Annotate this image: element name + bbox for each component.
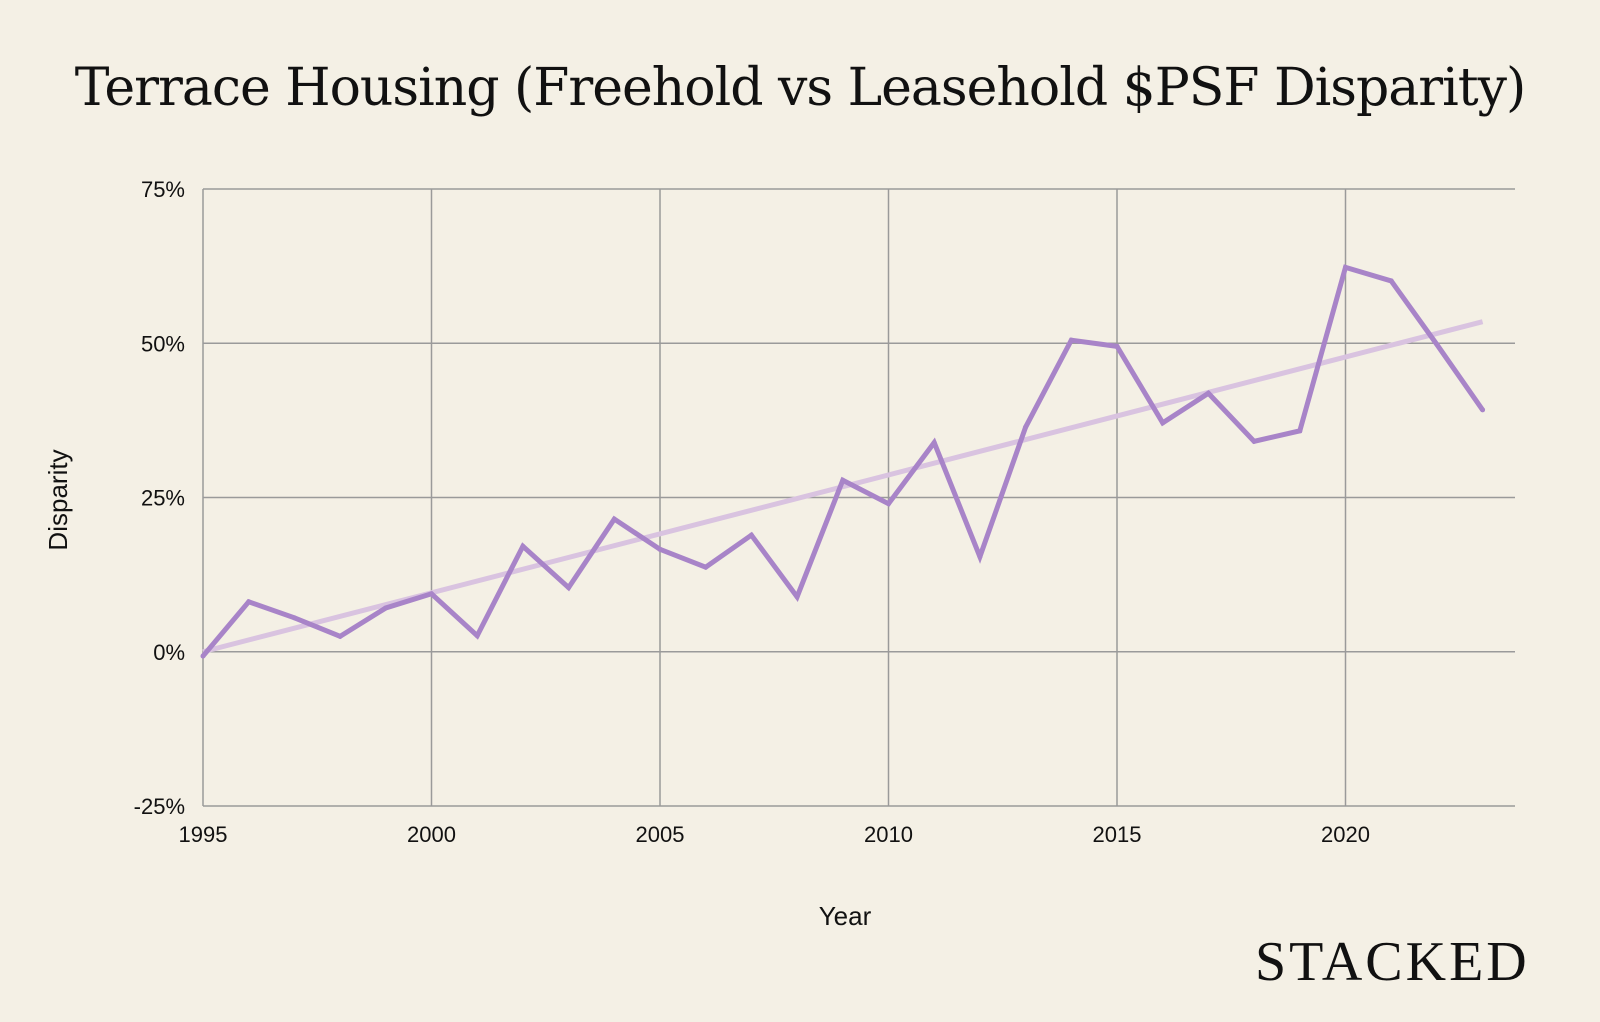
data-point — [703, 564, 709, 570]
data-point — [1434, 341, 1440, 347]
data-point — [566, 585, 572, 591]
data-point — [748, 532, 754, 538]
data-point — [794, 594, 800, 600]
data-point — [1297, 428, 1303, 434]
stacked-logo: STACKED — [1255, 931, 1530, 993]
data-point — [474, 633, 480, 639]
x-tick-label: 2020 — [1321, 822, 1370, 847]
data-point — [200, 653, 206, 659]
data-point — [1251, 438, 1257, 444]
x-axis-ticks: 1995 2000 2005 2010 2015 2020 — [179, 822, 1370, 847]
data-point — [429, 591, 434, 597]
x-tick-label: 1995 — [179, 822, 228, 847]
data-point — [1114, 343, 1120, 349]
data-point — [520, 543, 526, 549]
x-tick-label: 2000 — [407, 822, 456, 847]
data-points — [200, 264, 1486, 659]
x-tick-label: 2005 — [636, 822, 685, 847]
x-axis-label: Year — [819, 901, 872, 931]
data-point — [977, 554, 983, 560]
data-point — [246, 599, 252, 605]
y-tick-label: 0% — [153, 640, 185, 665]
y-axis-label: Disparity — [43, 449, 73, 550]
data-point — [1480, 407, 1486, 413]
data-point — [337, 633, 343, 639]
data-point — [657, 546, 663, 552]
y-tick-label: 75% — [141, 177, 185, 202]
data-point — [611, 516, 617, 522]
data-point — [1205, 390, 1211, 396]
y-tick-label: 25% — [141, 486, 185, 511]
y-tick-label: -25% — [134, 794, 185, 819]
data-point — [291, 615, 297, 621]
x-tick-label: 2015 — [1093, 822, 1142, 847]
x-tick-label: 2010 — [864, 822, 913, 847]
grid — [202, 188, 1515, 807]
data-point — [1160, 420, 1166, 426]
data-point — [1068, 337, 1074, 343]
data-point — [383, 605, 389, 611]
y-axis-ticks: -25% 0% 25% 50% 75% — [134, 177, 185, 819]
y-tick-label: 50% — [141, 331, 185, 356]
data-point — [1388, 278, 1394, 284]
data-point — [1023, 424, 1029, 430]
data-point — [931, 440, 937, 446]
data-series-line — [201, 264, 1485, 658]
chart-title: Terrace Housing (Freehold vs Leasehold $… — [74, 58, 1527, 118]
data-point — [886, 501, 891, 507]
data-point — [1343, 264, 1348, 270]
data-point — [840, 477, 846, 483]
